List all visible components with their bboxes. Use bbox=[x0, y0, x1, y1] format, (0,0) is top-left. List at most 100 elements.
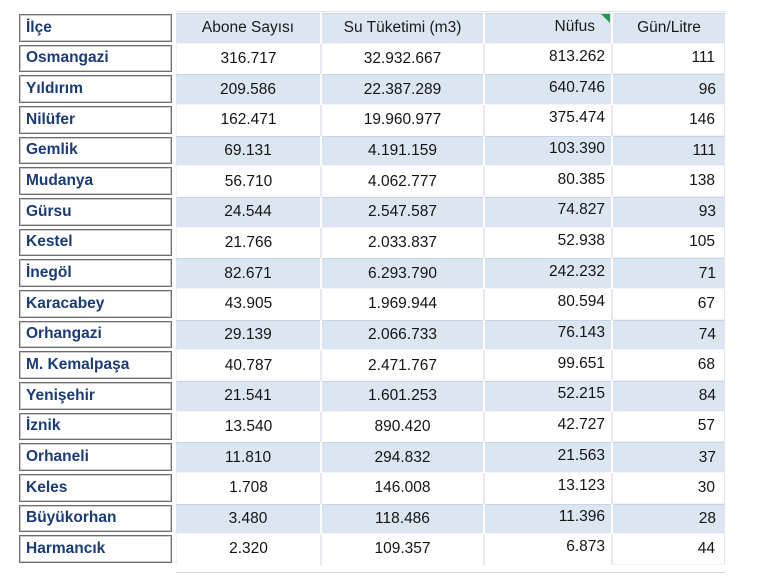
cell-su-tuketimi[interactable]: 109.357 bbox=[320, 534, 483, 565]
cell-abone-sayisi[interactable]: 1.708 bbox=[176, 472, 320, 504]
district-cell[interactable]: M. Kemalpaşa bbox=[19, 351, 172, 379]
cell-abone-sayisi[interactable]: 209.586 bbox=[176, 74, 320, 105]
cell-abone-sayisi[interactable]: 82.671 bbox=[176, 258, 320, 289]
cell-nufus[interactable]: 80.385 bbox=[483, 166, 611, 197]
cell-nufus[interactable]: 74.827 bbox=[483, 196, 611, 228]
district-cell[interactable]: Harmancık bbox=[19, 535, 172, 563]
header-cell-abone-sayisi[interactable]: Abone Sayısı bbox=[176, 13, 320, 44]
table-row: 29.139 2.066.733 76.143 74 bbox=[176, 319, 725, 351]
cell-su-tuketimi[interactable]: 294.832 bbox=[320, 442, 483, 473]
cell-su-tuketimi[interactable]: 1.601.253 bbox=[320, 380, 483, 412]
cell-gun-litre[interactable]: 28 bbox=[611, 503, 725, 535]
cell-nufus[interactable]: 640.746 bbox=[483, 74, 611, 105]
cell-abone-sayisi[interactable]: 21.766 bbox=[176, 227, 320, 259]
data-area-bottom-edge bbox=[176, 572, 725, 573]
district-header-cell[interactable]: İlçe bbox=[19, 14, 172, 42]
header-cell-nufus[interactable]: Nüfus bbox=[483, 13, 611, 44]
cell-nufus[interactable]: 6.873 bbox=[483, 534, 611, 565]
cell-nufus[interactable]: 242.232 bbox=[483, 258, 611, 289]
cell-gun-litre[interactable]: 111 bbox=[611, 43, 725, 75]
cell-su-tuketimi[interactable]: 890.420 bbox=[320, 411, 483, 443]
cell-gun-litre[interactable]: 96 bbox=[611, 74, 725, 105]
cell-su-tuketimi[interactable]: 4.062.777 bbox=[320, 166, 483, 197]
district-cell[interactable]: Orhaneli bbox=[19, 443, 172, 471]
cell-gun-litre[interactable]: 93 bbox=[611, 196, 725, 228]
cell-gun-litre[interactable]: 67 bbox=[611, 288, 725, 320]
cell-su-tuketimi[interactable]: 4.191.159 bbox=[320, 135, 483, 167]
cell-su-tuketimi[interactable]: 22.387.289 bbox=[320, 74, 483, 105]
district-cell[interactable]: Keles bbox=[19, 473, 172, 502]
cell-su-tuketimi[interactable]: 2.547.587 bbox=[320, 196, 483, 228]
gun-value: 146 bbox=[689, 110, 715, 128]
cell-su-tuketimi[interactable]: 19.960.977 bbox=[320, 104, 483, 136]
cell-gun-litre[interactable]: 146 bbox=[611, 104, 725, 136]
cell-abone-sayisi[interactable]: 13.540 bbox=[176, 411, 320, 443]
cell-nufus[interactable]: 52.215 bbox=[483, 380, 611, 412]
cell-gun-litre[interactable]: 37 bbox=[611, 442, 725, 473]
cell-nufus[interactable]: 80.594 bbox=[483, 288, 611, 320]
district-label: Karacabey bbox=[26, 294, 105, 312]
cell-nufus[interactable]: 11.396 bbox=[483, 503, 611, 535]
cell-abone-sayisi[interactable]: 69.131 bbox=[176, 136, 320, 167]
cell-su-tuketimi[interactable]: 2.033.837 bbox=[320, 227, 483, 259]
cell-gun-litre[interactable]: 74 bbox=[611, 319, 725, 351]
district-cell[interactable]: Nilüfer bbox=[19, 105, 172, 134]
cell-nufus[interactable]: 103.390 bbox=[483, 135, 611, 167]
district-cell[interactable]: Yıldırım bbox=[19, 75, 172, 103]
cell-nufus[interactable]: 21.563 bbox=[483, 442, 611, 473]
district-label: Mudanya bbox=[26, 172, 94, 190]
cell-su-tuketimi[interactable]: 6.293.790 bbox=[320, 258, 483, 289]
cell-abone-sayisi[interactable]: 3.480 bbox=[176, 504, 320, 535]
cell-abone-sayisi[interactable]: 162.471 bbox=[176, 104, 320, 136]
cell-nufus[interactable]: 13.123 bbox=[483, 472, 611, 504]
district-cell[interactable]: Yenişehir bbox=[19, 381, 172, 410]
district-label: Kestel bbox=[26, 233, 73, 251]
cell-gun-litre[interactable]: 84 bbox=[611, 380, 725, 412]
cell-abone-sayisi[interactable]: 56.710 bbox=[176, 166, 320, 197]
cell-nufus[interactable]: 99.651 bbox=[483, 350, 611, 381]
district-cell[interactable]: Osmangazi bbox=[19, 44, 172, 73]
cell-abone-sayisi[interactable]: 43.905 bbox=[176, 288, 320, 320]
cell-nufus[interactable]: 42.727 bbox=[483, 411, 611, 443]
header-cell-gun-litre[interactable]: Gün/Litre bbox=[611, 13, 725, 44]
district-cell[interactable]: Karacabey bbox=[19, 289, 172, 318]
abone-value: 13.540 bbox=[224, 417, 273, 435]
district-row: Yenişehir bbox=[19, 381, 172, 412]
cell-gun-litre[interactable]: 105 bbox=[611, 227, 725, 259]
cell-su-tuketimi[interactable]: 1.969.944 bbox=[320, 288, 483, 320]
cell-su-tuketimi[interactable]: 2.471.767 bbox=[320, 350, 483, 381]
district-cell[interactable]: İnegöl bbox=[19, 259, 172, 287]
cell-nufus[interactable]: 375.474 bbox=[483, 104, 611, 136]
cell-su-tuketimi[interactable]: 118.486 bbox=[320, 503, 483, 535]
cell-nufus[interactable]: 76.143 bbox=[483, 319, 611, 351]
district-cell[interactable]: Gürsu bbox=[19, 197, 172, 226]
cell-gun-litre[interactable]: 138 bbox=[611, 166, 725, 197]
cell-gun-litre[interactable]: 30 bbox=[611, 472, 725, 504]
gun-value: 93 bbox=[698, 203, 716, 221]
cell-gun-litre[interactable]: 111 bbox=[611, 135, 725, 167]
cell-su-tuketimi[interactable]: 146.008 bbox=[320, 472, 483, 504]
cell-abone-sayisi[interactable]: 316.717 bbox=[176, 43, 320, 75]
district-cell[interactable]: Kestel bbox=[19, 228, 172, 257]
district-cell[interactable]: Gemlik bbox=[19, 136, 172, 165]
cell-gun-litre[interactable]: 57 bbox=[611, 411, 725, 443]
cell-gun-litre[interactable]: 71 bbox=[611, 258, 725, 289]
cell-abone-sayisi[interactable]: 40.787 bbox=[176, 350, 320, 381]
data-grid: Abone Sayısı Su Tüketimi (m3) Nüfus Gün/… bbox=[176, 13, 725, 565]
cell-su-tuketimi[interactable]: 2.066.733 bbox=[320, 319, 483, 351]
header-cell-su-tuketimi[interactable]: Su Tüketimi (m3) bbox=[320, 13, 483, 44]
district-cell[interactable]: İznik bbox=[19, 412, 172, 441]
district-cell[interactable]: Büyükorhan bbox=[19, 504, 172, 533]
district-cell[interactable]: Orhangazi bbox=[19, 320, 172, 349]
cell-abone-sayisi[interactable]: 24.544 bbox=[176, 197, 320, 228]
district-cell[interactable]: Mudanya bbox=[19, 167, 172, 195]
cell-abone-sayisi[interactable]: 21.541 bbox=[176, 381, 320, 412]
cell-gun-litre[interactable]: 68 bbox=[611, 350, 725, 381]
cell-su-tuketimi[interactable]: 32.932.667 bbox=[320, 43, 483, 75]
cell-abone-sayisi[interactable]: 2.320 bbox=[176, 534, 320, 565]
cell-nufus[interactable]: 52.938 bbox=[483, 227, 611, 259]
cell-abone-sayisi[interactable]: 29.139 bbox=[176, 320, 320, 351]
cell-nufus[interactable]: 813.262 bbox=[483, 43, 611, 75]
cell-abone-sayisi[interactable]: 11.810 bbox=[176, 442, 320, 473]
cell-gun-litre[interactable]: 44 bbox=[611, 534, 725, 565]
